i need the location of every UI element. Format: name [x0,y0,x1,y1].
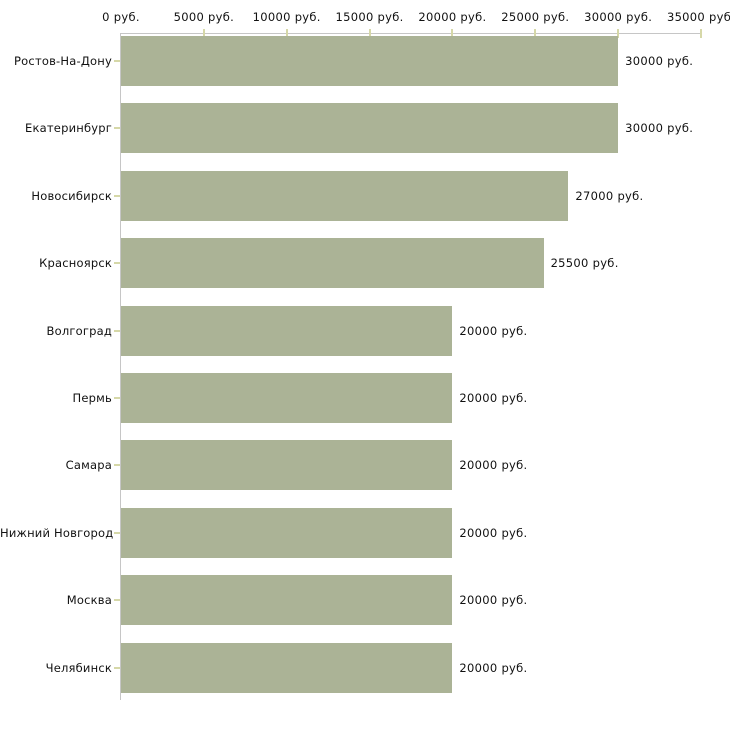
bar-value-label: 30000 руб. [625,121,694,136]
x-axis-tick-mark [368,29,371,38]
bar [121,575,453,626]
bar [121,170,569,221]
bar-value-label: 25500 руб. [550,256,619,271]
bar [121,36,619,86]
category-label: Москва [66,593,112,608]
x-axis-tick-label: 5000 руб. [173,10,235,24]
x-axis-tick-mark [534,29,537,38]
category-label: Красноярск [39,256,112,271]
bar [121,440,453,491]
x-axis-tick-label: 15000 руб. [335,10,404,24]
bar [121,305,453,356]
x-axis-tick-label: 0 руб. [102,10,140,24]
bar [121,103,619,154]
bar [121,642,453,693]
category-label: Новосибирск [31,188,112,203]
bar-value-label: 30000 руб. [625,54,694,68]
category-tick-mark [114,60,120,62]
y-axis-line [120,33,121,700]
category-tick-mark [114,397,120,399]
bar-value-label: 20000 руб. [459,660,528,675]
category-label: Пермь [72,391,112,405]
x-axis-tick-label: 10000 руб. [252,10,321,24]
x-axis-tick-label: 35000 руб. [666,10,730,24]
category-tick-mark [114,127,120,130]
category-label: Челябинск [45,660,112,675]
category-label: Нижний Новгород [0,525,114,540]
x-axis-tick-mark [451,29,454,38]
bar-value-label: 27000 руб. [575,188,644,203]
x-axis-tick-mark [285,29,288,38]
bar-value-label: 20000 руб. [459,391,528,405]
category-tick-mark [114,262,120,265]
bar [121,373,453,423]
category-tick-mark [114,666,120,669]
category-tick-mark [114,599,120,602]
x-axis-line [120,33,701,34]
bar-value-label: 20000 руб. [459,323,528,338]
category-label: Самара [65,458,112,473]
category-tick-mark [114,329,120,332]
category-tick-mark [114,464,120,467]
x-axis-tick-label: 20000 руб. [418,10,487,24]
category-tick-mark [114,531,120,534]
bar [121,507,453,558]
bar [121,238,544,289]
bar-value-label: 20000 руб. [459,593,528,608]
category-label: Екатеринбург [25,121,112,136]
category-label: Ростов-На-Дону [14,54,112,68]
x-axis-tick-mark [617,29,620,38]
x-axis-tick-label: 30000 руб. [584,10,653,24]
x-axis-tick-label: 25000 руб. [501,10,570,24]
x-axis-tick-mark [700,29,702,38]
category-tick-mark [114,194,120,197]
bar-value-label: 20000 руб. [459,525,528,540]
category-label: Волгоград [46,323,112,338]
x-axis-tick-mark [202,29,205,38]
bar-value-label: 20000 руб. [459,458,528,473]
